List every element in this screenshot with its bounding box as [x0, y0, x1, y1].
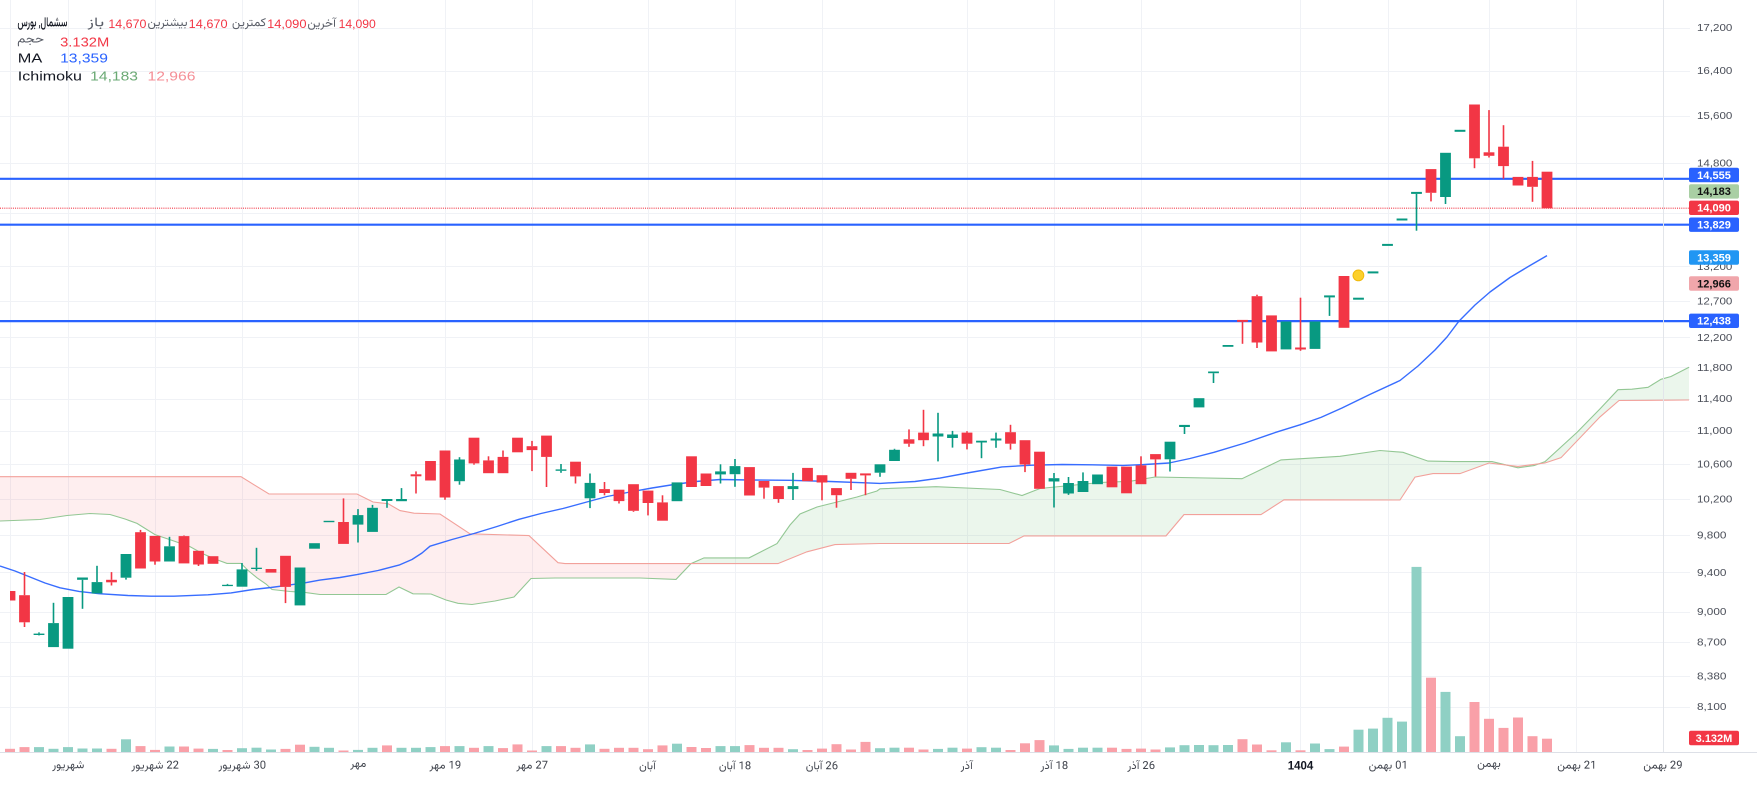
svg-text:14,090: 14,090	[267, 17, 307, 31]
svg-text:12,438: 12,438	[1697, 316, 1731, 328]
svg-text:3.132M: 3.132M	[60, 35, 109, 50]
svg-text:15,600: 15,600	[1697, 111, 1733, 122]
svg-text:1404: 1404	[1288, 761, 1314, 773]
svg-text:9,400: 9,400	[1697, 568, 1727, 579]
svg-text:MA: MA	[18, 51, 43, 66]
svg-text:8,380: 8,380	[1697, 672, 1727, 683]
svg-text:9,800: 9,800	[1697, 530, 1727, 541]
svg-text:14,555: 14,555	[1697, 170, 1731, 182]
svg-text:12,700: 12,700	[1697, 297, 1733, 308]
svg-text:10,600: 10,600	[1697, 460, 1733, 471]
svg-text:11,800: 11,800	[1697, 363, 1733, 374]
svg-text:Ichimoku: Ichimoku	[18, 69, 82, 84]
svg-text:14,090: 14,090	[339, 17, 376, 31]
svg-text:14,183: 14,183	[1697, 186, 1731, 198]
svg-text:3.132M: 3.132M	[1696, 733, 1733, 745]
svg-text:13,359: 13,359	[60, 51, 108, 66]
svg-text:10,200: 10,200	[1697, 494, 1733, 505]
svg-text:13,829: 13,829	[1697, 220, 1731, 232]
svg-text:14,183: 14,183	[90, 69, 138, 84]
svg-text:11,000: 11,000	[1697, 426, 1733, 437]
svg-text:14,670: 14,670	[189, 17, 228, 31]
svg-text:8,100: 8,100	[1697, 702, 1727, 713]
svg-text:17,200: 17,200	[1697, 23, 1733, 34]
svg-text:14,090: 14,090	[1697, 203, 1731, 215]
svg-text:12,966: 12,966	[148, 69, 196, 84]
svg-text:11,400: 11,400	[1697, 394, 1733, 405]
svg-text:12,200: 12,200	[1697, 333, 1733, 344]
svg-text:12,966: 12,966	[1697, 278, 1731, 290]
svg-text:16,400: 16,400	[1697, 66, 1733, 77]
svg-text:13,359: 13,359	[1697, 252, 1731, 264]
svg-text:8,700: 8,700	[1697, 638, 1727, 649]
svg-text:14,670: 14,670	[108, 17, 146, 31]
svg-text:9,000: 9,000	[1697, 607, 1727, 618]
